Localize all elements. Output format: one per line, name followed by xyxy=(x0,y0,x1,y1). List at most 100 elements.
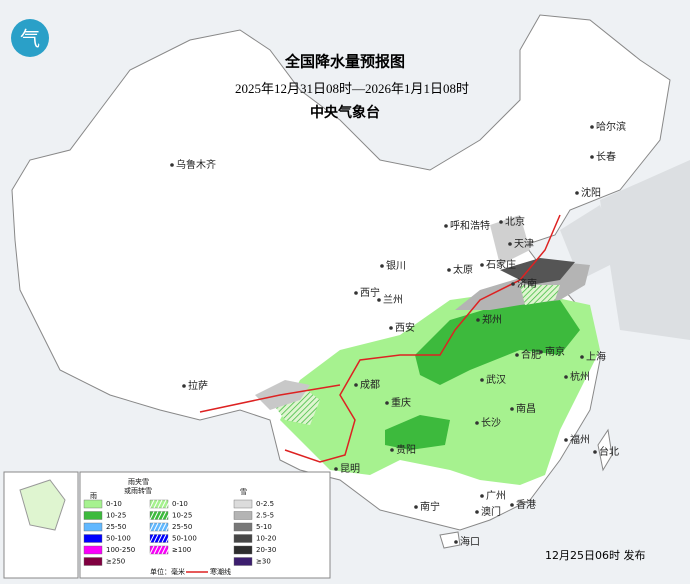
legend-hatch xyxy=(153,511,159,520)
legend-hatch xyxy=(165,511,171,520)
city-dot xyxy=(593,450,597,454)
legend-hatch xyxy=(149,545,155,555)
published: 12月25日06时 发布 xyxy=(545,548,646,562)
legend-label: 50-100 xyxy=(172,535,197,543)
city-dot xyxy=(580,355,584,359)
inset xyxy=(3,471,79,579)
agency: 中央气象台 xyxy=(310,104,380,121)
city-label: 成都 xyxy=(360,379,380,391)
city-label: 北京 xyxy=(505,215,525,228)
city-label: 石家庄 xyxy=(486,258,516,271)
legend-swatch xyxy=(83,499,103,509)
legend-swatch xyxy=(83,511,103,520)
city-dot xyxy=(170,163,174,167)
hainan xyxy=(439,531,461,549)
city-dot xyxy=(510,407,514,411)
sleet xyxy=(520,285,560,305)
legend-label: 5-10 xyxy=(256,523,272,531)
city-dot xyxy=(511,282,515,286)
legend-label: ≥100 xyxy=(172,546,191,554)
city-label: 哈尔滨 xyxy=(596,120,626,133)
legend-swatch xyxy=(83,522,103,532)
taiwan xyxy=(597,428,613,472)
neighbor-land xyxy=(560,160,690,340)
city-label: 沈阳 xyxy=(581,186,601,199)
legend-label: 25-50 xyxy=(172,523,192,531)
legend-hatch xyxy=(157,534,163,543)
legend-label: 0-10 xyxy=(106,500,122,508)
city-label: 西安 xyxy=(395,321,415,334)
legend-hatch xyxy=(161,499,167,509)
legend-swatch xyxy=(233,522,253,532)
city-label: 济南 xyxy=(517,277,537,290)
legend-hatch xyxy=(153,545,159,555)
legend-title: 雨夹雪 xyxy=(128,477,149,486)
legend-hatch xyxy=(149,499,155,509)
legend-label: 0-2.5 xyxy=(256,500,274,508)
legend-title: 或雨转雪 xyxy=(124,486,152,495)
legend-swatch xyxy=(83,534,103,543)
legend-swatch xyxy=(83,545,103,555)
city-dot xyxy=(334,467,338,471)
city-dot xyxy=(510,503,514,507)
legend-label: 2.5-5 xyxy=(256,512,274,520)
legend-hatch xyxy=(161,522,167,532)
legend-label: 25-50 xyxy=(106,523,126,531)
city-dot xyxy=(515,353,519,357)
legend-swatch xyxy=(233,557,253,566)
svg-text:气: 气 xyxy=(20,27,40,51)
legend-swatch xyxy=(233,545,253,555)
legend-label: 10-20 xyxy=(256,535,276,543)
city-dot xyxy=(444,224,448,228)
legend-hatch xyxy=(149,534,155,543)
legend-hatch xyxy=(157,499,163,509)
legend-label: 20-30 xyxy=(256,546,276,554)
city-label: 乌鲁木齐 xyxy=(176,158,216,171)
legend-hatch xyxy=(161,545,167,555)
legend-label: 10-25 xyxy=(172,512,192,520)
legend-hatch xyxy=(153,534,159,543)
legend-swatch xyxy=(233,511,253,520)
city-dot xyxy=(539,350,543,354)
city-label: 长沙 xyxy=(481,417,501,429)
city-dot xyxy=(414,505,418,509)
city-label: 呼和浩特 xyxy=(450,220,490,232)
city-dot xyxy=(182,384,186,388)
city-dot xyxy=(476,318,480,322)
city-dot xyxy=(390,448,394,452)
legend-hatch xyxy=(165,522,171,532)
legend-hatch xyxy=(149,522,155,532)
city-dot xyxy=(590,155,594,159)
legend-hatch xyxy=(165,545,171,555)
legend-label: 10-25 xyxy=(106,512,126,520)
city-dot xyxy=(564,375,568,379)
city-dot xyxy=(480,263,484,267)
legend-label: 0-10 xyxy=(172,500,188,508)
logo: 气 xyxy=(11,19,49,57)
city-label: 合肥 xyxy=(521,348,541,361)
city-label: 南宁 xyxy=(420,500,440,513)
period: 2025年12月31日08时—2026年1月1日08时 xyxy=(235,81,469,96)
legend-label: 100-250 xyxy=(106,546,135,554)
city-dot xyxy=(447,268,451,272)
city-dot xyxy=(564,438,568,442)
city-label: 上海 xyxy=(586,350,606,363)
city-label: 香港 xyxy=(516,499,536,511)
title: 全国降水量预报图 xyxy=(284,53,405,71)
city-dot xyxy=(385,401,389,405)
city-dot xyxy=(508,242,512,246)
legend-unit: 单位：毫米 xyxy=(150,567,185,576)
city-dot xyxy=(475,510,479,514)
city-label: 重庆 xyxy=(391,396,411,409)
legend-cold-wave: 寒潮线 xyxy=(210,567,231,576)
city-dot xyxy=(389,326,393,330)
snow-north xyxy=(490,215,530,265)
legend-label: 50-100 xyxy=(106,535,131,543)
legend-hatch xyxy=(149,511,155,520)
rain-10-25-south xyxy=(385,415,450,450)
city-label: 天津 xyxy=(514,238,534,250)
legend-box xyxy=(79,471,331,579)
city-label: 杭州 xyxy=(570,370,590,383)
legend-title: 雨 xyxy=(90,492,97,500)
